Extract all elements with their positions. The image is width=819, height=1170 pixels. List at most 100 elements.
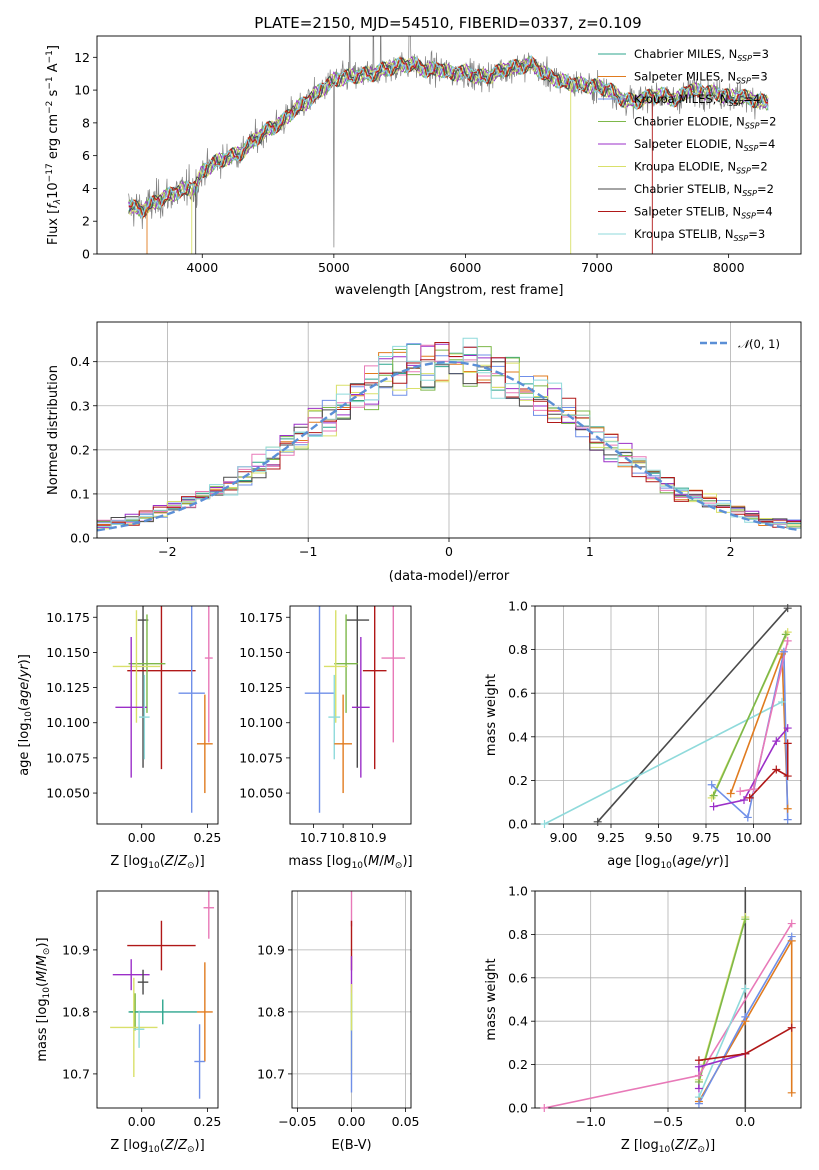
mass-weight-marker: [749, 785, 758, 794]
residuals-frame: [96, 321, 802, 539]
y-tick-label: 0.6: [508, 686, 528, 701]
x-tick-label: −1.0: [575, 1114, 605, 1129]
y-tick-label: 0.2: [70, 442, 90, 457]
mass_vs_ebv-plot-area: [292, 891, 411, 1108]
mass_vs_Z-panel: 0.00 0.25 10.7 10.8 10.9 Z [log10(Z/Z⊙)] mass …: [35, 890, 222, 1155]
figure-title: PLATE=2150, MJD=54510, FIBERID=0337, z=0…: [254, 14, 641, 32]
mass-weight-marker: [736, 787, 745, 796]
age_vs_mass-plot-area: [304, 606, 406, 813]
y-tick-label: 10.050: [46, 786, 90, 801]
age_vs_Z-frame: [96, 605, 219, 825]
age_vs_Z-panel: 0.00 0.25 10.050 10.075 10.100 10.125 10.150 10…: [17, 605, 221, 871]
y-tick-label: 10.100: [239, 715, 283, 730]
x-tick-label: 8000: [713, 260, 745, 275]
x-tick-label: −0.5: [653, 1114, 683, 1129]
legend-label: Kroupa ELODIE, NSSP=2: [634, 160, 768, 176]
legend-label: Chabrier MILES, NSSP=3: [634, 47, 769, 63]
mass-weight-marker: [783, 815, 792, 824]
y-tick-label: 10.7: [257, 1066, 285, 1081]
legend-label: Kroupa MILES, NSSP=4: [634, 92, 760, 108]
age_vs_Z-plot-area: [112, 606, 213, 813]
y-tick-label: 0.8: [508, 927, 528, 942]
mass-weight-marker: [694, 1071, 703, 1080]
spectrum-legend: Chabrier MILES, NSSP=3 Salpeter MILES, NS…: [598, 47, 776, 243]
mass-weight-marker: [783, 636, 792, 645]
y-tick-label: 4: [82, 181, 90, 196]
x-tick-label: −1: [299, 544, 317, 559]
mass-weight-marker: [787, 1023, 796, 1032]
mass-weight-marker: [743, 813, 752, 822]
y-tick-label: 0.0: [70, 531, 90, 546]
mass-weight-line: [698, 918, 747, 1083]
y-tick-label: 10.9: [257, 942, 285, 957]
mass-weight-marker: [694, 1084, 703, 1093]
y-tick-label: 10.075: [46, 750, 90, 765]
x-axis-label: mass [log10(M/M⊙)]: [288, 854, 412, 871]
y-tick-label: 10: [74, 83, 90, 98]
mass-weight-line: [713, 727, 789, 808]
x-tick-label: −0.05: [278, 1114, 316, 1129]
y-tick-label: 10.100: [46, 715, 90, 730]
y-tick-label: 0.2: [508, 773, 528, 788]
mass-weight-marker: [783, 724, 792, 733]
x-tick-label: 6000: [450, 260, 482, 275]
x-tick-label: 0.05: [392, 1114, 420, 1129]
mass_weight_vs_Z-frame: [534, 890, 802, 1109]
y-tick-label: 0: [82, 247, 90, 262]
residuals-plot-area: [97, 322, 801, 538]
x-axis-label: wavelength [Angstrom, rest frame]: [335, 283, 564, 298]
y-axis-label: mass weight: [484, 958, 499, 1040]
normal-reference-curve: [97, 360, 799, 532]
y-tick-label: 6: [82, 148, 90, 163]
y-tick-label: 0.8: [508, 642, 528, 657]
spectrum-plot-area: [128, 36, 769, 254]
x-tick-label: 4000: [186, 260, 218, 275]
x-tick-label: 7000: [581, 260, 613, 275]
mass-weight-line: [749, 743, 789, 799]
mass-weight-marker: [741, 915, 750, 924]
y-tick-label: 0.6: [508, 970, 528, 985]
y-axis-label: Normed distribution: [46, 365, 61, 495]
x-tick-label: 0.25: [194, 1114, 222, 1129]
mass-weight-marker: [741, 1104, 750, 1112]
mass_vs_ebv-frame: [291, 890, 412, 1109]
x-tick-label: 0.00: [128, 830, 156, 845]
x-tick-label: 10.00: [736, 830, 772, 845]
x-axis-label: age [log10(age/yr)]: [607, 854, 729, 871]
mass-weight-marker: [745, 793, 754, 802]
mass-weight-marker: [741, 984, 750, 993]
mass_vs_Z-frame: [96, 890, 219, 1109]
mass-weight-marker: [783, 804, 792, 813]
mass-weight-line: [544, 701, 783, 824]
x-tick-label: 0.00: [338, 1114, 366, 1129]
x-axis-label: Z [log10(Z/Z⊙)]: [110, 1138, 204, 1155]
mass-weight-marker: [694, 1099, 703, 1108]
y-tick-label: 0.3: [70, 398, 90, 413]
x-axis-label: (data-model)/error: [389, 569, 510, 584]
mass-weight-marker: [741, 1049, 750, 1058]
legend-label: Chabrier ELODIE, NSSP=2: [634, 115, 776, 131]
mass-weight-marker: [778, 697, 786, 706]
y-tick-label: 0.0: [508, 817, 528, 832]
y-axis-label: mass [log10(M/M⊙)]: [35, 937, 52, 1061]
mass-weight-line: [698, 988, 747, 1098]
y-tick-label: 10.9: [62, 942, 90, 957]
mass-weight-marker: [772, 765, 781, 774]
age_vs_mass-frame: [289, 605, 412, 825]
x-tick-label: 0.00: [128, 1114, 156, 1129]
legend-label: Salpeter STELIB, NSSP=4: [634, 205, 773, 221]
y-axis-label: age [log10(age/yr)]: [17, 654, 34, 776]
mass_vs_ebv-panel: −0.05 0.00 0.05 10.7 10.8 10.9 E(B-V): [257, 890, 420, 1153]
legend-label: Chabrier STELIB, NSSP=2: [634, 182, 774, 198]
y-tick-label: 10.8: [257, 1004, 285, 1019]
mass_weight_vs_age-frame: [534, 605, 802, 825]
x-tick-label: 10.8: [329, 830, 357, 845]
y-tick-label: 10.125: [239, 680, 283, 695]
mass-weight-marker: [741, 1012, 750, 1021]
y-tick-label: 0.4: [508, 1014, 528, 1029]
y-tick-label: 1.0: [508, 884, 528, 899]
residuals-panel: −2 −1 0 1 2 0.0 0.1 0.2 0.3 0.4 𝒩(0, 1) (data-model…: [46, 321, 802, 584]
mass-weight-marker: [787, 932, 796, 941]
x-tick-label: 2: [727, 544, 735, 559]
x-tick-label: −2: [158, 544, 176, 559]
